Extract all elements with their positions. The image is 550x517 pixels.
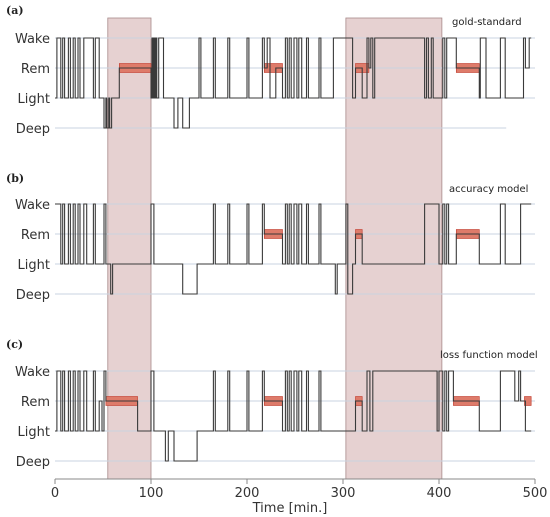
x-tick-label: 0	[51, 486, 59, 501]
x-tick-label: 300	[331, 486, 356, 501]
y-tick-label: Wake	[15, 32, 50, 47]
y-tick-label: Light	[18, 425, 50, 440]
x-tick-label: 500	[523, 486, 548, 501]
hypnogram-line	[55, 203, 532, 295]
series-label: accuracy model	[449, 184, 528, 195]
y-tick-label: Rem	[21, 62, 50, 77]
y-tick-label: Deep	[16, 122, 50, 137]
y-tick-label: Deep	[16, 288, 50, 303]
y-tick-label: Light	[18, 92, 50, 107]
hypnogram-line	[55, 37, 532, 129]
series-label: loss function model	[440, 350, 538, 361]
highlight-span	[107, 17, 152, 480]
y-tick-label: Wake	[15, 365, 50, 380]
y-tick-label: Light	[18, 258, 50, 273]
panel-label: (b)	[6, 172, 24, 185]
y-tick-label: Wake	[15, 198, 50, 213]
hypnogram-line	[55, 370, 532, 462]
panel-a: (a) gold-standard Wake Rem Light Deep	[6, 4, 535, 137]
panel-c: (c) loss function model Wake Rem Light Deep	[6, 338, 538, 470]
x-tick-label: 200	[235, 486, 260, 501]
y-tick-label: Rem	[21, 228, 50, 243]
y-tick-label: Deep	[16, 455, 50, 470]
x-tick-label: 100	[139, 486, 164, 501]
y-tick-label: Rem	[21, 395, 50, 410]
panel-b: (b) accuracy model Wake Rem Light Deep	[6, 172, 535, 303]
x-axis: 0 100 200 300 400 500	[51, 478, 548, 501]
x-axis-label: Time [min.]	[252, 501, 328, 516]
highlight-spans	[107, 17, 443, 480]
series-label: gold-standard	[452, 17, 522, 28]
x-tick-label: 400	[427, 486, 452, 501]
panel-label: (c)	[6, 338, 23, 351]
panels: (a) gold-standard Wake Rem Light Deep (b) accur…	[6, 4, 538, 470]
highlight-span	[345, 17, 443, 480]
panel-label: (a)	[6, 4, 24, 17]
